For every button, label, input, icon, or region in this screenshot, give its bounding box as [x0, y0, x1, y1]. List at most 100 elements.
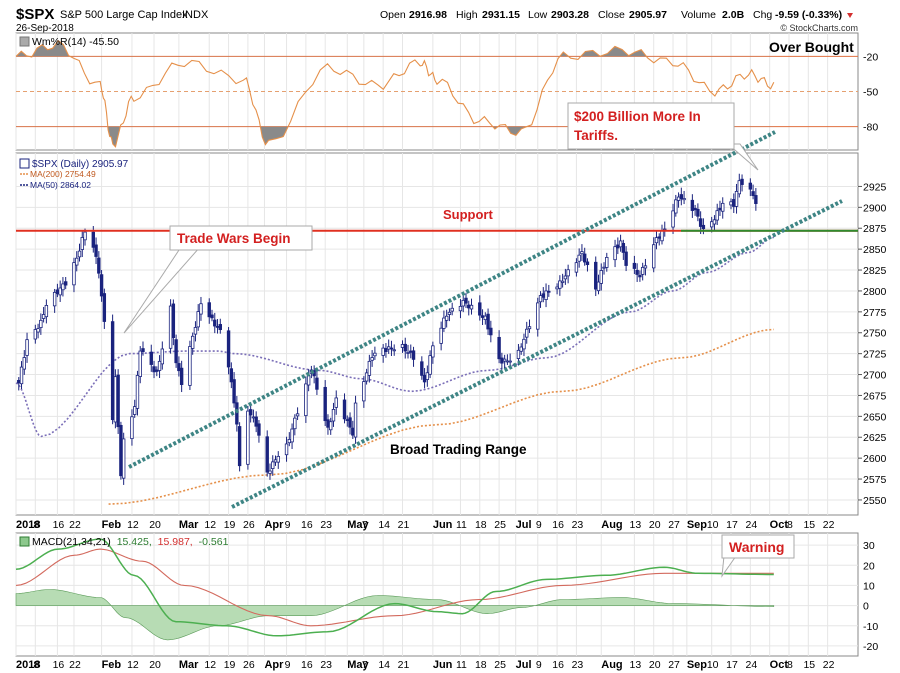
candle-body	[373, 352, 377, 357]
candle-body	[179, 367, 184, 385]
candle-body	[729, 201, 733, 206]
x-tick-label: 16	[301, 519, 313, 531]
x-tick-label: Aug	[601, 659, 622, 671]
wmr-line	[15, 39, 775, 148]
candle-body	[72, 262, 76, 286]
x-tick-label: 13	[630, 659, 642, 671]
candle-body	[582, 253, 587, 263]
candle-body	[110, 321, 115, 421]
candle-body	[522, 338, 526, 350]
x-tick-label: 17	[726, 659, 738, 671]
x-tick-label: 23	[572, 519, 584, 531]
candle-body	[461, 299, 465, 307]
candle-body	[740, 178, 744, 185]
tariffs-callout	[567, 102, 735, 150]
candle-body	[676, 196, 681, 201]
price-tick-label: 2925	[863, 181, 887, 193]
x-tick-label: Apr	[264, 519, 284, 531]
candle-body	[489, 327, 493, 336]
candlesticks	[17, 173, 758, 485]
x-tick-label: 2018	[16, 519, 40, 531]
candle-body	[674, 199, 678, 214]
price-tick-label: 2825	[863, 265, 887, 277]
macd-tick-label: 0	[863, 601, 869, 613]
candle-body	[420, 361, 424, 376]
candle-body	[271, 461, 275, 469]
candle-body	[174, 339, 178, 364]
candle-body	[502, 358, 507, 362]
candle-body	[155, 369, 159, 372]
candle-body	[52, 291, 57, 307]
ohlc-high: 2931.15	[482, 9, 520, 21]
watermark: © StockCharts.com	[780, 23, 858, 33]
candle-body	[732, 199, 736, 207]
candle-body	[425, 372, 430, 380]
trade-wars-callout	[169, 225, 313, 251]
candle-body	[679, 194, 684, 200]
trading-range-label: Broad Trading Range	[390, 442, 527, 457]
y-axis-labels: 2925 2900 2875 2850 2825 2800 2775 2750 2725 2700…	[858, 51, 887, 653]
x-tick-label: 10	[707, 659, 719, 671]
macd-tick-label: 30	[863, 540, 875, 552]
x-tick-label: 15	[803, 519, 815, 531]
candle-body	[235, 402, 239, 425]
candle-body	[251, 416, 256, 419]
overbought-label: Over Bought	[769, 39, 854, 55]
x-tick-label: 22	[69, 659, 81, 671]
x-tick-label: 18	[475, 659, 487, 671]
legend-macd: MACD(21,34,21) 15.425, 15.987, -0.561	[32, 536, 229, 548]
x-tick-label: 26	[243, 659, 255, 671]
x-tick-label: 11	[456, 659, 467, 671]
x-tick-label: 12	[204, 519, 216, 531]
macd-signal-line	[15, 548, 774, 627]
wmr-tick-label: -80	[863, 122, 878, 134]
candle-body	[80, 237, 84, 250]
candle-body	[113, 376, 118, 423]
legend-macd-name: MACD(21,34,21)	[32, 536, 111, 548]
candle-body	[715, 210, 719, 221]
x-tick-label: 8	[787, 659, 793, 671]
candle-body	[643, 265, 648, 269]
candle-body	[232, 379, 236, 404]
x-tick-label: 12	[127, 659, 139, 671]
wmr-legend-swatch	[19, 36, 30, 47]
x-tick-label: 24	[745, 519, 757, 531]
wmr-overbought-fill	[16, 40, 647, 57]
candle-body	[334, 397, 338, 408]
x-tick-label: 17	[726, 519, 738, 531]
price-tick-label: 2900	[863, 202, 887, 214]
x-tick-label: 27	[668, 659, 680, 671]
candle-body	[444, 315, 449, 321]
candle-body	[160, 348, 165, 365]
legend-ma200: MA(200) 2754.49	[30, 169, 96, 179]
candle-body	[602, 266, 606, 269]
price-tick-label: 2875	[863, 223, 887, 235]
candle-body	[403, 343, 407, 352]
candle-body	[751, 191, 755, 196]
candle-body	[39, 319, 43, 329]
candle-body	[152, 366, 156, 373]
candle-body	[660, 230, 664, 242]
chg-label: Chg	[753, 9, 772, 21]
instrument-name: S&P 500 Large Cap Index	[60, 9, 188, 21]
warning-callout	[721, 534, 795, 559]
candle-body	[384, 348, 388, 352]
x-tick-label: Apr	[264, 659, 284, 671]
candle-body	[295, 413, 300, 417]
candle-body	[83, 231, 87, 241]
x-tick-label: 16	[301, 659, 313, 671]
candle-body	[486, 313, 490, 330]
x-tick-label: 16	[53, 659, 65, 671]
candle-body	[254, 416, 258, 427]
candle-body	[177, 363, 181, 372]
candle-body	[293, 417, 297, 430]
candle-body	[409, 350, 413, 353]
candle-body	[701, 224, 706, 230]
candle-body	[652, 244, 656, 269]
candle-body	[133, 406, 137, 415]
wmr-tick-label: -20	[863, 51, 878, 63]
candle-body	[268, 470, 272, 474]
x-tick-label: 2018	[16, 659, 40, 671]
